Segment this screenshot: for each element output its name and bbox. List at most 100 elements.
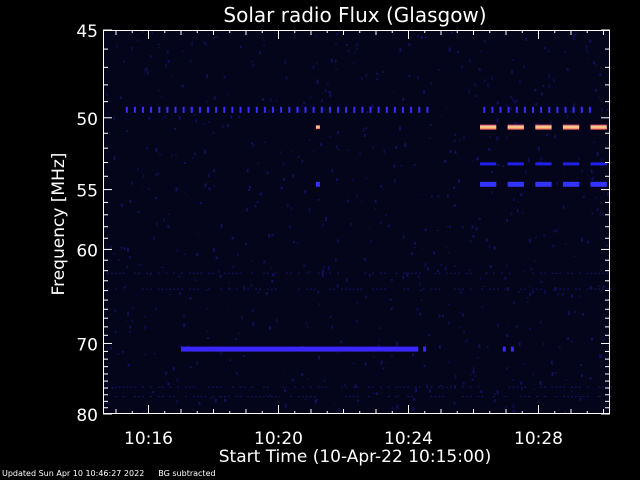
noise-row-speck: [348, 396, 351, 398]
noise-speck: [283, 178, 285, 181]
noise-speck: [165, 371, 168, 375]
noise-speck: [591, 177, 594, 181]
noise-speck: [420, 194, 423, 196]
noise-speck: [141, 30, 144, 33]
noise-speck: [517, 122, 520, 126]
noise-speck: [438, 345, 441, 350]
noise-row-speck: [340, 386, 343, 388]
noise-speck: [462, 381, 465, 385]
feature-spike: [345, 106, 348, 113]
noise-speck: [123, 60, 125, 63]
noise-speck: [594, 64, 597, 67]
noise-speck: [323, 265, 326, 269]
noise-row-speck: [520, 288, 523, 290]
noise-speck: [440, 115, 443, 116]
noise-speck: [496, 118, 499, 123]
noise-row-speck: [301, 396, 304, 398]
feature-spike: [133, 106, 136, 113]
noise-speck: [174, 127, 176, 130]
noise-speck: [384, 214, 387, 216]
noise-row-speck: [430, 288, 433, 290]
noise-speck: [114, 331, 117, 334]
noise-speck: [314, 399, 317, 404]
noise-speck: [205, 289, 208, 292]
noise-row-speck: [243, 386, 246, 388]
feature-band-fragment: [423, 346, 427, 352]
noise-row-speck: [348, 288, 351, 290]
noise-speck: [103, 80, 106, 82]
noise-row-speck: [481, 288, 484, 290]
noise-speck: [167, 225, 170, 229]
feature-isolated-burst: [315, 125, 320, 130]
noise-speck: [315, 398, 318, 402]
noise-speck: [323, 108, 326, 112]
noise-speck: [573, 256, 576, 258]
noise-speck: [393, 164, 396, 168]
noise-row-speck: [298, 396, 300, 398]
noise-speck: [196, 252, 199, 256]
noise-row-speck: [356, 288, 359, 290]
noise-speck: [246, 168, 249, 173]
noise-row-speck: [446, 386, 449, 388]
noise-speck: [589, 376, 592, 380]
noise-speck: [472, 367, 475, 370]
noise-row-speck: [313, 288, 316, 290]
noise-speck: [350, 223, 353, 226]
feature-spike: [556, 106, 559, 113]
noise-row-speck: [477, 386, 480, 388]
noise-row-speck: [567, 272, 570, 274]
noise-speck: [155, 148, 158, 153]
noise-speck: [163, 115, 166, 119]
noise-speck: [157, 172, 160, 176]
noise-row-speck: [181, 272, 183, 274]
noise-speck: [352, 362, 355, 364]
noise-speck: [489, 265, 492, 268]
noise-speck: [427, 267, 429, 271]
noise-speck: [266, 171, 269, 175]
x-axis: 10:16 10:20 10:24 10:28: [115, 30, 604, 449]
noise-row-speck: [239, 396, 242, 398]
noise-speck: [562, 205, 565, 209]
noise-speck: [512, 409, 515, 413]
noise-speck: [191, 41, 194, 46]
noise-row-speck: [594, 288, 597, 290]
noise-speck: [496, 136, 499, 141]
noise-row-speck: [450, 386, 453, 388]
noise-speck: [124, 119, 127, 120]
noise-row-speck: [555, 386, 558, 388]
noise-row-speck: [356, 386, 359, 388]
noise-row-speck: [294, 386, 297, 388]
noise-speck: [365, 127, 368, 130]
noise-speck: [155, 307, 158, 310]
noise-speck: [439, 264, 442, 266]
feature-spike: [150, 106, 153, 113]
noise-row-speck: [438, 396, 441, 398]
noise-row-speck: [571, 272, 573, 274]
noise-speck: [420, 300, 423, 301]
noise-row-speck: [559, 288, 562, 290]
noise-speck: [437, 194, 440, 198]
noise-speck: [453, 186, 456, 190]
noise-speck: [275, 318, 278, 323]
noise-row-speck: [247, 288, 250, 290]
noise-speck: [318, 355, 321, 360]
noise-row-speck: [586, 386, 589, 388]
noise-row-speck: [157, 396, 160, 398]
noise-row-speck: [192, 396, 195, 398]
noise-speck: [553, 288, 556, 291]
noise-speck: [413, 164, 416, 167]
noise-speck: [208, 121, 210, 123]
noise-speck: [474, 375, 477, 378]
noise-row-speck: [204, 396, 207, 398]
noise-row-speck: [169, 396, 172, 398]
noise-speck: [506, 218, 508, 222]
noise-speck: [159, 154, 162, 156]
noise-row-speck: [149, 288, 152, 290]
noise-speck: [402, 275, 405, 279]
noise-speck: [117, 259, 120, 261]
noise-speck: [471, 378, 474, 381]
noise-speck: [383, 149, 386, 154]
noise-speck: [593, 141, 596, 143]
noise-row-speck: [383, 288, 386, 290]
y-axis: 45 50 55 60 70 80: [76, 22, 610, 426]
